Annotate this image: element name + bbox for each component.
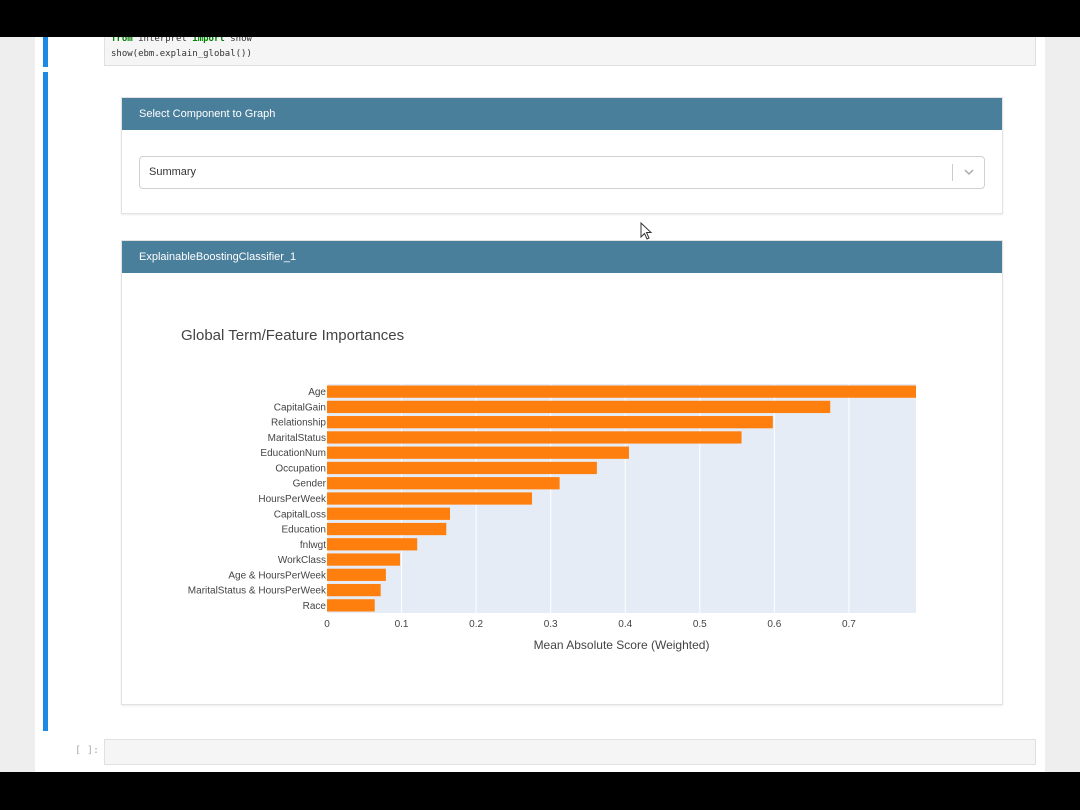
bar-age-hoursperweek bbox=[327, 568, 386, 581]
x-tick-label: 0 bbox=[324, 619, 330, 630]
x-tick-label: 0.5 bbox=[693, 619, 707, 630]
bar-race bbox=[327, 599, 375, 612]
y-tick-label: HoursPerWeek bbox=[258, 494, 327, 505]
component-selector-panel: Select Component to Graph Summary bbox=[121, 97, 1003, 214]
explanation-panel: ExplainableBoostingClassifier_1 Global T… bbox=[121, 240, 1003, 705]
x-tick-label: 0.7 bbox=[842, 619, 856, 630]
bar-maritalstatus bbox=[327, 431, 742, 444]
x-tick-label: 0.1 bbox=[395, 619, 409, 630]
y-tick-label: CapitalGain bbox=[274, 402, 326, 413]
mouse-cursor-icon bbox=[640, 222, 653, 240]
x-tick-label: 0.2 bbox=[469, 619, 483, 630]
y-tick-label: Occupation bbox=[275, 463, 326, 474]
bar-education bbox=[327, 522, 447, 536]
y-tick-label: EducationNum bbox=[260, 448, 326, 459]
cell-selection-bar bbox=[43, 37, 48, 67]
x-tick-label: 0.4 bbox=[618, 619, 632, 630]
code-cell[interactable]: from interpret import show show(ebm.expl… bbox=[104, 37, 1036, 66]
empty-code-cell[interactable] bbox=[104, 739, 1036, 765]
chart-title: Global Term/Feature Importances bbox=[181, 327, 405, 344]
y-tick-label: WorkClass bbox=[278, 555, 326, 566]
notebook-screen: from interpret import show show(ebm.expl… bbox=[0, 37, 1080, 772]
bar-hoursperweek bbox=[327, 492, 533, 505]
chevron-down-icon[interactable] bbox=[963, 166, 975, 178]
bar-relationship bbox=[327, 416, 773, 429]
y-tick-label: CapitalLoss bbox=[274, 509, 326, 520]
bar-gender bbox=[327, 477, 560, 490]
bar-workclass bbox=[327, 553, 401, 566]
output-selection-bar bbox=[43, 72, 48, 731]
y-tick-label: Age & HoursPerWeek bbox=[228, 570, 327, 581]
y-tick-label: MaritalStatus & HoursPerWeek bbox=[188, 586, 327, 597]
x-tick-label: 0.3 bbox=[544, 619, 558, 630]
component-dropdown[interactable]: Summary bbox=[139, 156, 985, 189]
x-axis-title: Mean Absolute Score (Weighted) bbox=[534, 638, 710, 652]
y-tick-label: Education bbox=[282, 525, 326, 536]
bar-maritalstatus-hoursperweek bbox=[327, 583, 381, 597]
y-tick-label: MaritalStatus bbox=[268, 433, 326, 444]
y-tick-label: Age bbox=[308, 387, 326, 398]
bar-age bbox=[327, 385, 916, 398]
notebook-page: from interpret import show show(ebm.expl… bbox=[35, 37, 1045, 772]
feature-importance-chart: 0 0.1 0.2 0.3 0.4 0.5 0.6 0.7 Age CapitalGain Rela… bbox=[188, 384, 916, 652]
panel-header: Select Component to Graph bbox=[122, 98, 1002, 130]
y-tick-label: Relationship bbox=[271, 418, 326, 429]
y-tick-label: Gender bbox=[293, 479, 327, 490]
code-line-1: from interpret import show bbox=[111, 37, 252, 44]
y-tick-label: fnlwgt bbox=[300, 540, 326, 551]
code-line-2: show(ebm.explain_global()) bbox=[111, 49, 252, 59]
y-tick-label: Race bbox=[303, 601, 327, 612]
bar-educationnum bbox=[327, 446, 629, 459]
cell-prompt: [ ]: bbox=[75, 745, 100, 756]
dropdown-value: Summary bbox=[149, 166, 197, 178]
bar-capitalloss bbox=[327, 507, 451, 520]
dropdown-separator bbox=[952, 164, 953, 181]
x-tick-label: 0.6 bbox=[767, 619, 781, 630]
panel-header: ExplainableBoostingClassifier_1 bbox=[122, 241, 1002, 273]
bar-fnlwgt bbox=[327, 538, 418, 551]
bar-occupation bbox=[327, 461, 597, 475]
bar-capitalgain bbox=[327, 400, 831, 414]
